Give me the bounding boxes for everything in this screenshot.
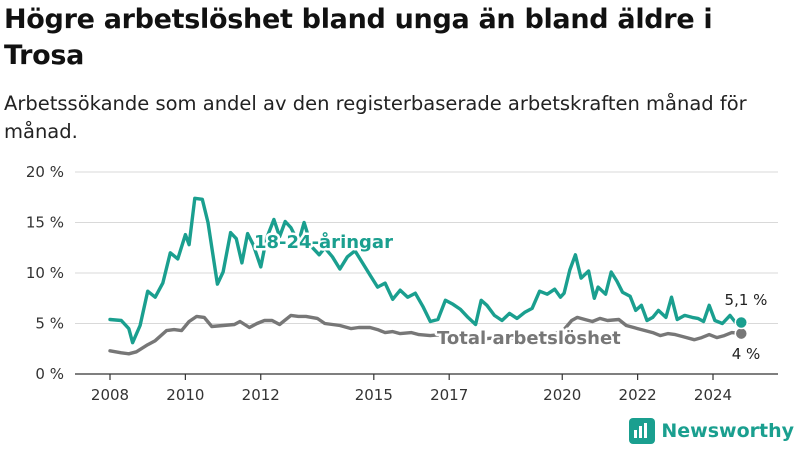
x-tick-label: 2022 xyxy=(619,386,657,404)
y-tick-label: 5 % xyxy=(35,315,64,333)
series-layer xyxy=(108,196,749,356)
page-subtitle: Arbetssökande som andel av den registerb… xyxy=(4,92,747,143)
series-line-total xyxy=(108,313,743,356)
y-tick-label: 20 % xyxy=(26,163,64,181)
end-point-youth xyxy=(734,315,749,330)
brand-name: Newsworthy xyxy=(661,420,794,442)
grid-layer xyxy=(75,171,778,380)
x-tick-label: 2008 xyxy=(91,386,129,404)
newsworthy-logo-icon xyxy=(629,418,656,444)
end-label-youth: 5,1 % xyxy=(725,291,768,309)
y-tick-label: 15 % xyxy=(26,214,64,232)
series-label-youth: 18-24-åringar xyxy=(254,231,393,253)
x-tick-label: 2020 xyxy=(543,386,581,404)
x-tick-label: 2017 xyxy=(430,386,468,404)
x-tick-label: 2015 xyxy=(355,386,393,404)
end-label-total: 4 % xyxy=(732,345,761,363)
x-tick-label: 2012 xyxy=(242,386,280,404)
page-title: Högre arbetslöshet bland unga än bland ä… xyxy=(4,4,713,71)
x-tick-label: 2010 xyxy=(166,386,204,404)
y-tick-label: 10 % xyxy=(26,264,64,282)
label-layer: 0 % 5 % 10 % 15 % 20 % 2008 2010 2012 2015 2017 20… xyxy=(26,163,770,404)
series-label-total: Total arbetslöshet xyxy=(437,328,621,349)
x-tick-label: 2024 xyxy=(694,386,732,404)
brand-logo: Newsworthy xyxy=(629,418,794,444)
series-line-youth xyxy=(108,196,743,345)
y-tick-label: 0 % xyxy=(35,365,64,383)
end-point-total xyxy=(734,326,749,341)
